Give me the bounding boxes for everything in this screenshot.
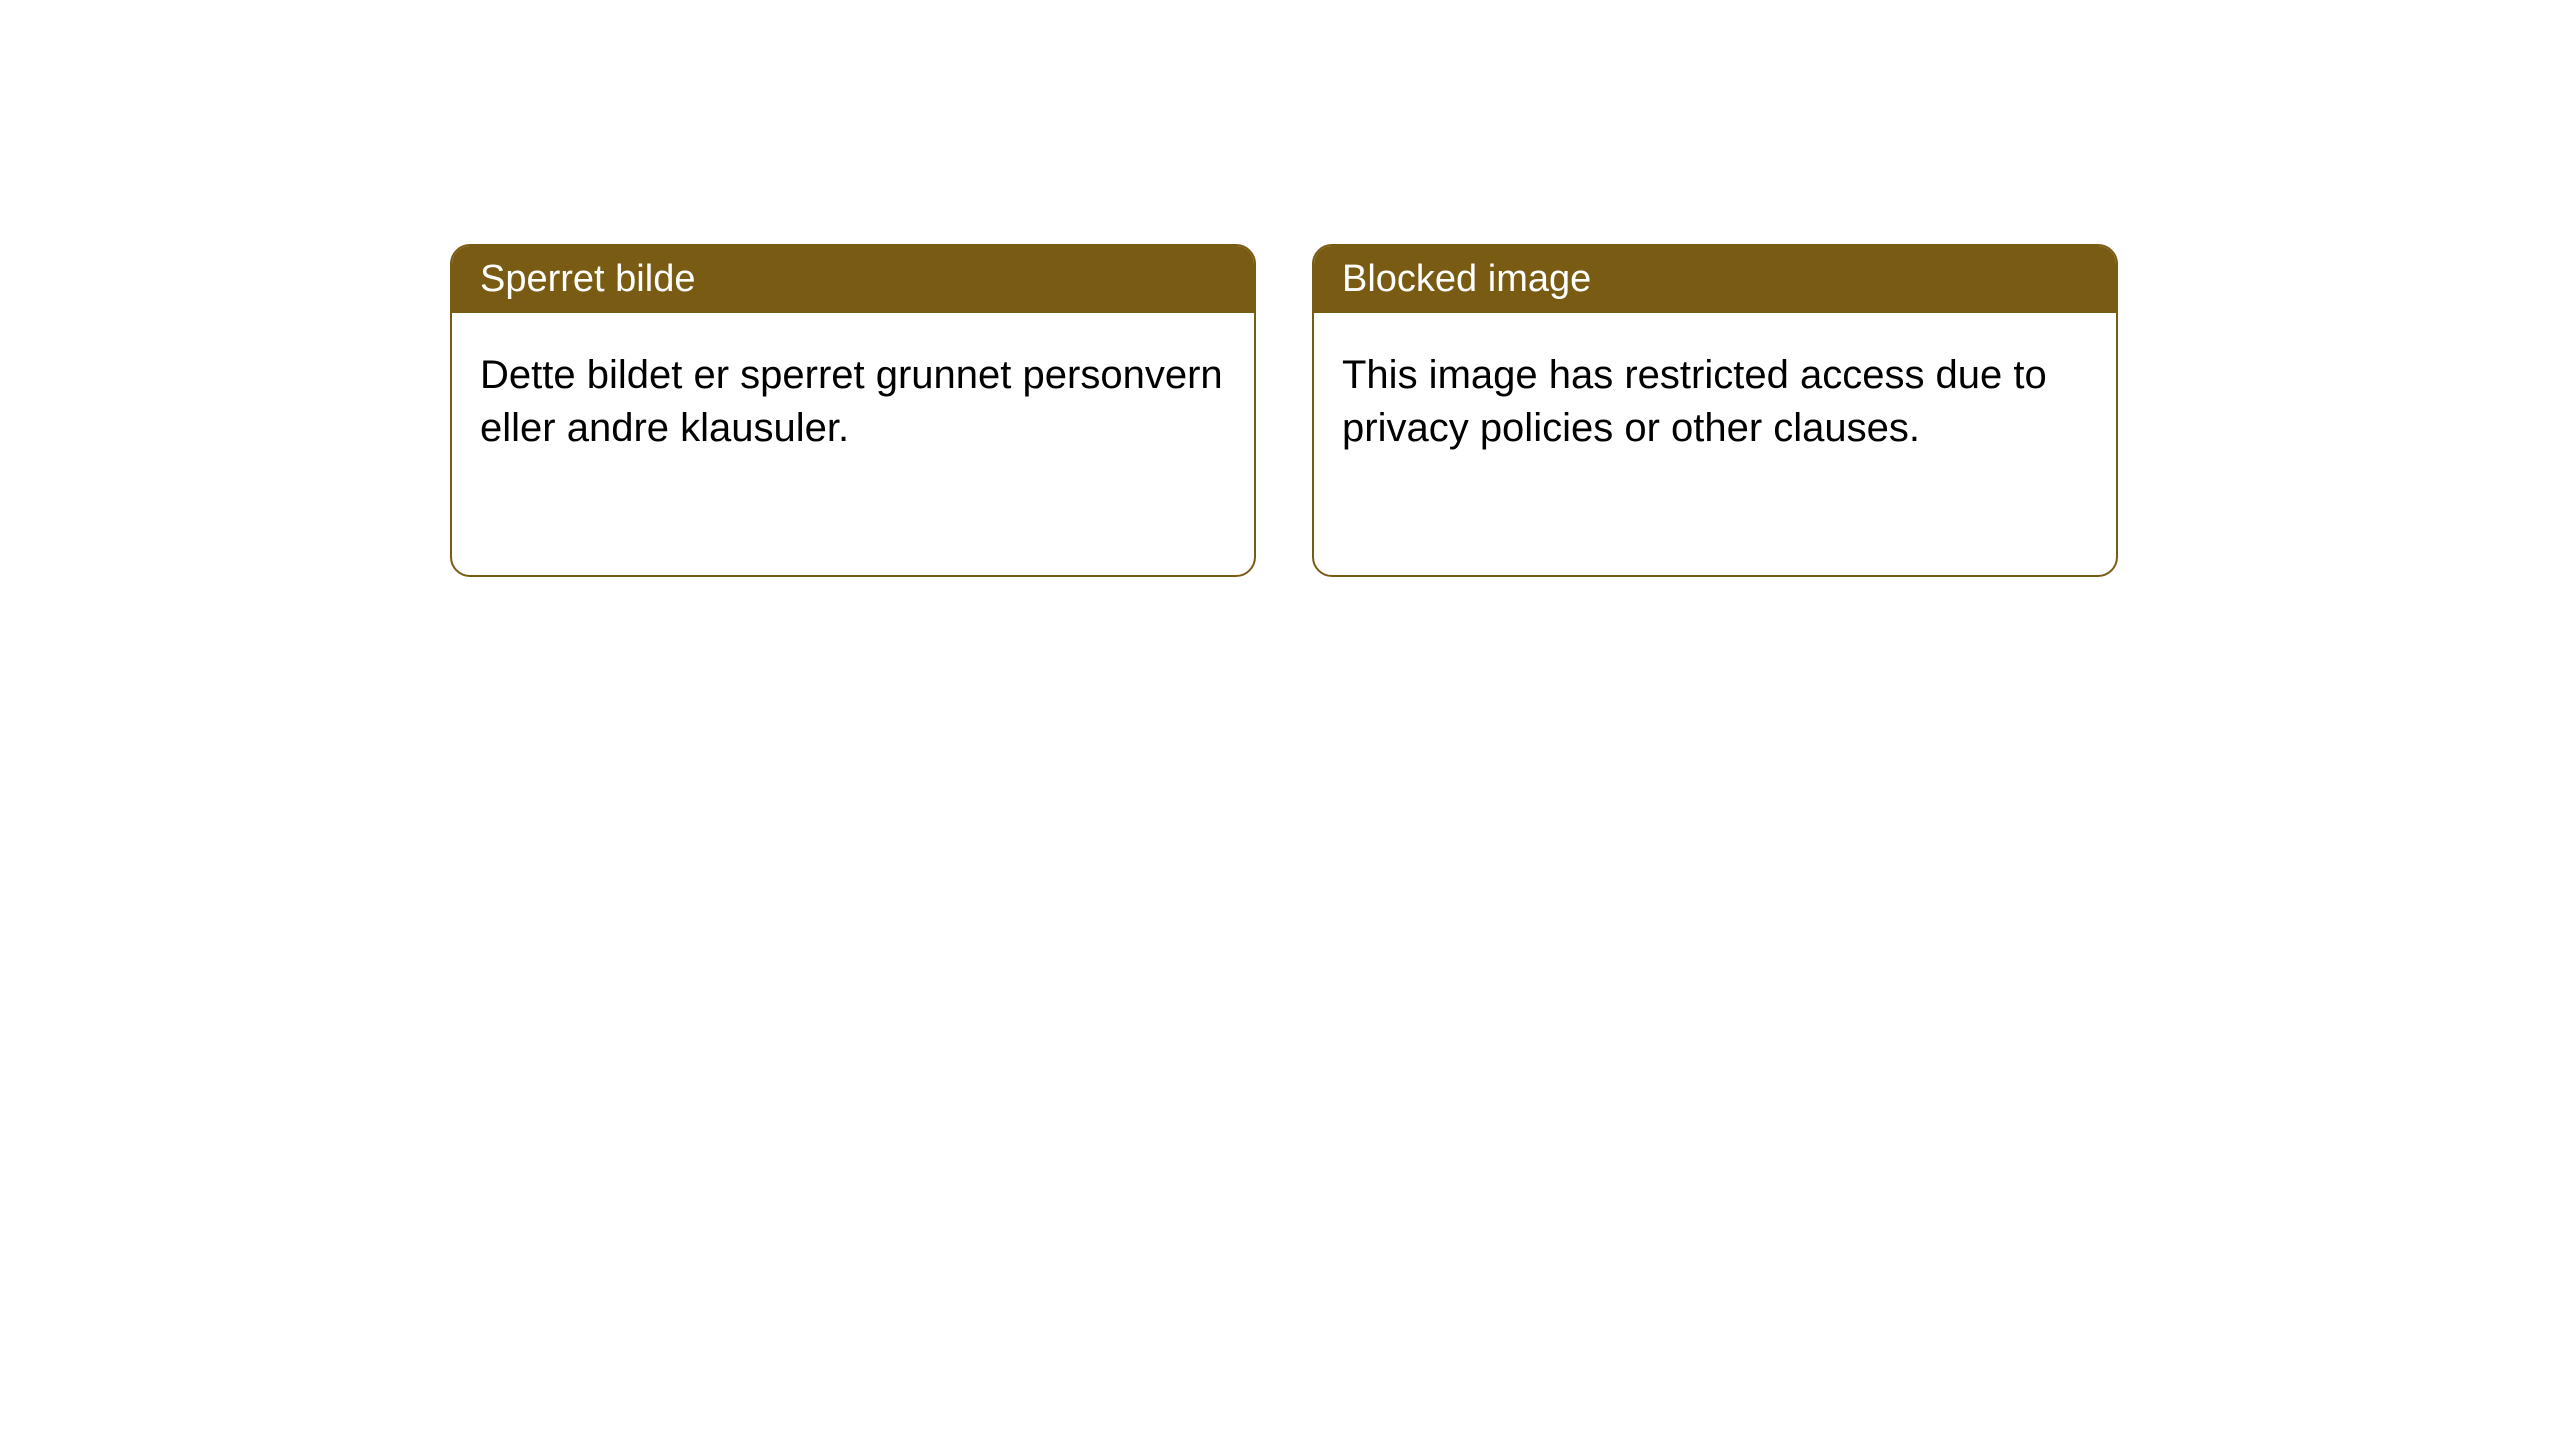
card-body-text-no: Dette bildet er sperret grunnet personve… xyxy=(480,353,1223,450)
card-body-no: Dette bildet er sperret grunnet personve… xyxy=(452,313,1254,491)
card-title-no: Sperret bilde xyxy=(480,258,695,300)
blocked-image-card-en: Blocked image This image has restricted … xyxy=(1312,244,2118,577)
card-title-en: Blocked image xyxy=(1342,258,1591,300)
notice-container: Sperret bilde Dette bildet er sperret gr… xyxy=(0,0,2560,577)
card-header-en: Blocked image xyxy=(1314,246,2116,313)
card-header-no: Sperret bilde xyxy=(452,246,1254,313)
card-body-en: This image has restricted access due to … xyxy=(1314,313,2116,491)
card-body-text-en: This image has restricted access due to … xyxy=(1342,353,2047,450)
blocked-image-card-no: Sperret bilde Dette bildet er sperret gr… xyxy=(450,244,1256,577)
